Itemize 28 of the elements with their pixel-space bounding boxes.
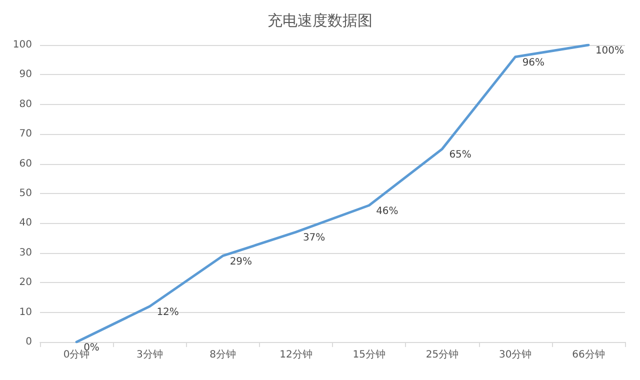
y-tick-label: 60: [19, 158, 32, 170]
data-label: 65%: [449, 149, 472, 160]
y-tick-label: 100: [12, 40, 32, 50]
data-label: 12%: [156, 306, 179, 318]
data-label: 96%: [522, 57, 545, 68]
data-label: 37%: [302, 232, 326, 244]
x-tick-label: 25分钟: [426, 348, 459, 360]
data-label: 46%: [376, 206, 398, 217]
x-tick-label: 12分钟: [280, 348, 312, 360]
y-tick-label: 30: [19, 247, 32, 258]
y-tick-label: 50: [19, 188, 32, 199]
x-tick-label: 3分钟: [136, 348, 163, 360]
x-tick-label: 66分钟: [572, 348, 605, 360]
y-tick-label: 20: [19, 277, 32, 288]
x-tick-label: 15分钟: [352, 348, 386, 360]
x-tick-label: 30分钟: [498, 348, 532, 360]
line-series: [75, 44, 590, 344]
y-tick-label: 80: [19, 98, 32, 110]
y-tick-label: 90: [19, 69, 32, 80]
y-tick-label: 40: [19, 218, 32, 229]
data-label: 100%: [595, 46, 624, 56]
data-label: 29%: [230, 256, 252, 268]
chart-title: 充电速度数据图: [268, 12, 372, 30]
y-tick-label: 0: [26, 336, 32, 348]
x-tick-label: 8分钟: [210, 348, 236, 360]
y-tick-label: 10: [19, 306, 32, 318]
y-tick-label: 70: [19, 128, 32, 140]
x-tick-label: 0分钟: [63, 348, 90, 360]
